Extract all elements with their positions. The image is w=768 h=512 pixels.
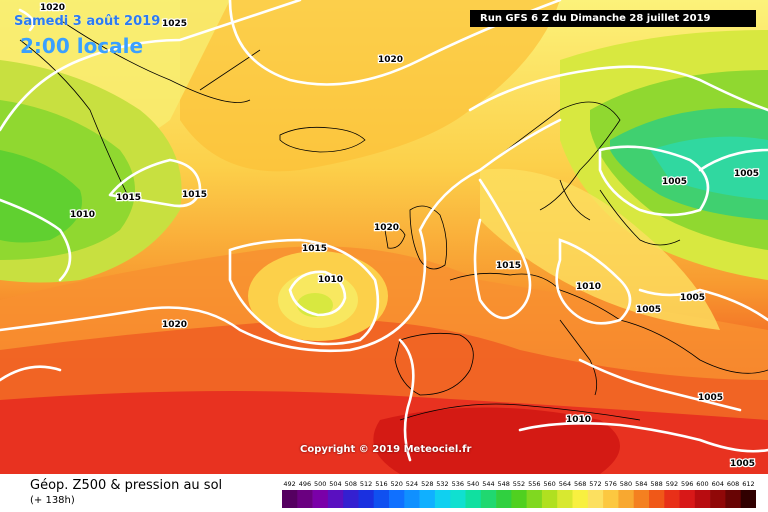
scale-swatch [694,490,711,508]
scale-tick-label: 580 [620,480,632,488]
isobar-label: 1020 [378,55,403,65]
model-run-banner: Run GFS 6 Z du Dimanche 28 juillet 2019 [470,10,756,27]
isobar-label: 1020 [374,223,399,233]
isobar-label: 1010 [318,275,343,285]
scale-tick-label: 532 [436,480,448,488]
isobar-label: 1005 [662,177,687,187]
scale-swatch [587,490,604,508]
scale-tick-label: 560 [543,480,555,488]
scale-tick-label: 572 [589,480,601,488]
isobar-label: 1005 [734,169,759,179]
scale-swatch [633,490,650,508]
scale-swatch [664,490,680,508]
scale-swatch [358,490,375,508]
scale-swatch [526,490,543,508]
scale-tick-label: 508 [345,480,357,488]
scale-swatch [603,490,619,508]
color-scale: 492 496 500 504 508 512 516 520 524 528 532 536 540 5… [282,480,756,508]
scale-tick-label: 516 [375,480,387,488]
scale-tick-label: 524 [406,480,418,488]
isobar-label: 1015 [182,190,207,200]
scale-swatch [312,490,329,508]
scale-swatch [710,490,726,508]
scale-tick-label: 540 [467,480,479,488]
scale-tick-label: 576 [604,480,616,488]
scale-swatch [557,490,573,508]
scale-swatch [389,490,405,508]
scale-swatch [740,490,756,508]
scale-tick-label: 520 [390,480,402,488]
isobar-label: 1005 [680,293,705,303]
isobar-label: 1010 [70,210,95,220]
isobar-label: 1015 [302,244,327,254]
scale-tick-label: 600 [696,480,708,488]
scale-tick-label: 536 [452,480,464,488]
scale-tick-label: 548 [497,480,509,488]
scale-swatch [343,490,359,508]
scale-swatch [572,490,589,508]
scale-swatch [511,490,527,508]
scale-tick-label: 596 [681,480,693,488]
scale-swatch [618,490,634,508]
coastlines [19,19,768,421]
isobar-label: 1025 [162,19,187,29]
scale-swatch [404,490,420,508]
scale-tick-label: 552 [513,480,525,488]
isobar-label: 1005 [698,393,723,403]
isobar-label: 1005 [730,459,755,469]
isobar-label: 1015 [116,193,141,203]
isobar-labels: 1020 1025 1020 1015 1015 1010 1020 1015 … [39,2,761,471]
isobar-label: 1005 [636,305,661,315]
scale-tick-label: 568 [574,480,586,488]
scale-tick-label: 500 [314,480,326,488]
scale-tick-label: 564 [559,480,571,488]
scale-tick-label: 504 [329,480,341,488]
geopotential-map: 1020 1025 1020 1015 1015 1010 1020 1015 … [0,0,768,474]
scale-tick-label: 556 [528,480,540,488]
scale-tick-label: 512 [360,480,372,488]
scale-swatch [480,490,497,508]
legend-title: Géop. Z500 & pression au sol [30,478,223,493]
scale-swatch [434,490,451,508]
isobar-lines [0,0,768,460]
isobar-label: 1015 [496,261,521,271]
forecast-date: Samedi 3 août 2019 [14,14,161,29]
forecast-time: 2:00 locale [20,34,144,58]
scale-tick-label: 604 [712,480,724,488]
scale-swatch [450,490,466,508]
copyright-notice: Copyright © 2019 Meteociel.fr [300,444,472,455]
scale-swatch [679,490,696,508]
isobar-label: 1010 [576,282,601,292]
scale-tick-label: 608 [727,480,739,488]
scale-swatch [327,490,344,508]
scale-tick-label: 588 [650,480,662,488]
scale-tick-label: 492 [283,480,295,488]
scale-tick-label: 528 [421,480,433,488]
scale-swatch [725,490,741,508]
scale-swatch [465,490,482,508]
scale-tick-label: 584 [635,480,647,488]
isobar-label: 1020 [40,3,65,13]
isobar-label: 1020 [162,320,187,330]
scale-swatch [541,490,558,508]
scale-swatch [419,490,436,508]
scale-tick-label: 612 [742,480,754,488]
scale-swatch [373,490,390,508]
scale-tick-label: 592 [666,480,678,488]
scale-swatch [496,490,512,508]
scale-swatch [297,490,313,508]
scale-swatch [282,490,298,508]
scale-swatch [649,490,665,508]
scale-tick-label: 496 [299,480,311,488]
forecast-lead-time: (+ 138h) [30,495,75,506]
scale-tick-label: 544 [482,480,494,488]
isobar-label: 1010 [566,415,591,425]
